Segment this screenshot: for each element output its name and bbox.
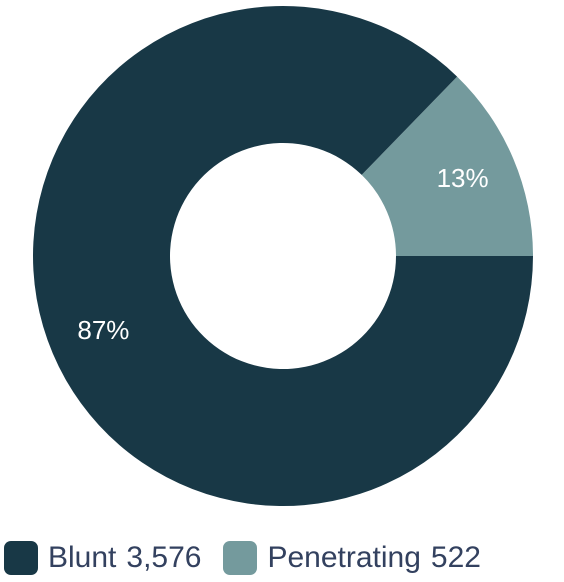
legend: Blunt 3,576 Penetrating 522 — [4, 536, 481, 580]
legend-item-penetrating[interactable]: Penetrating 522 — [223, 541, 481, 575]
slices-group — [33, 6, 533, 507]
legend-swatch-blunt — [4, 541, 38, 575]
slice-blunt[interactable] — [33, 6, 533, 507]
slice-labels-group: 13% 87% — [77, 163, 488, 345]
legend-category-penetrating: Penetrating — [267, 541, 421, 574]
legend-item-blunt[interactable]: Blunt 3,576 — [4, 541, 201, 575]
legend-swatch-penetrating — [223, 541, 258, 575]
donut-svg: 13% 87% — [33, 6, 533, 507]
slice-label-blunt: 87% — [77, 315, 129, 345]
legend-label-penetrating: Penetrating 522 — [267, 541, 481, 575]
legend-category-blunt: Blunt — [48, 541, 117, 574]
legend-value-blunt: 3,576 — [126, 541, 202, 574]
slice-penetrating[interactable] — [361, 76, 533, 256]
legend-value-penetrating: 522 — [430, 541, 481, 574]
slice-label-penetrating: 13% — [437, 163, 489, 193]
legend-label-blunt: Blunt 3,576 — [48, 541, 201, 575]
